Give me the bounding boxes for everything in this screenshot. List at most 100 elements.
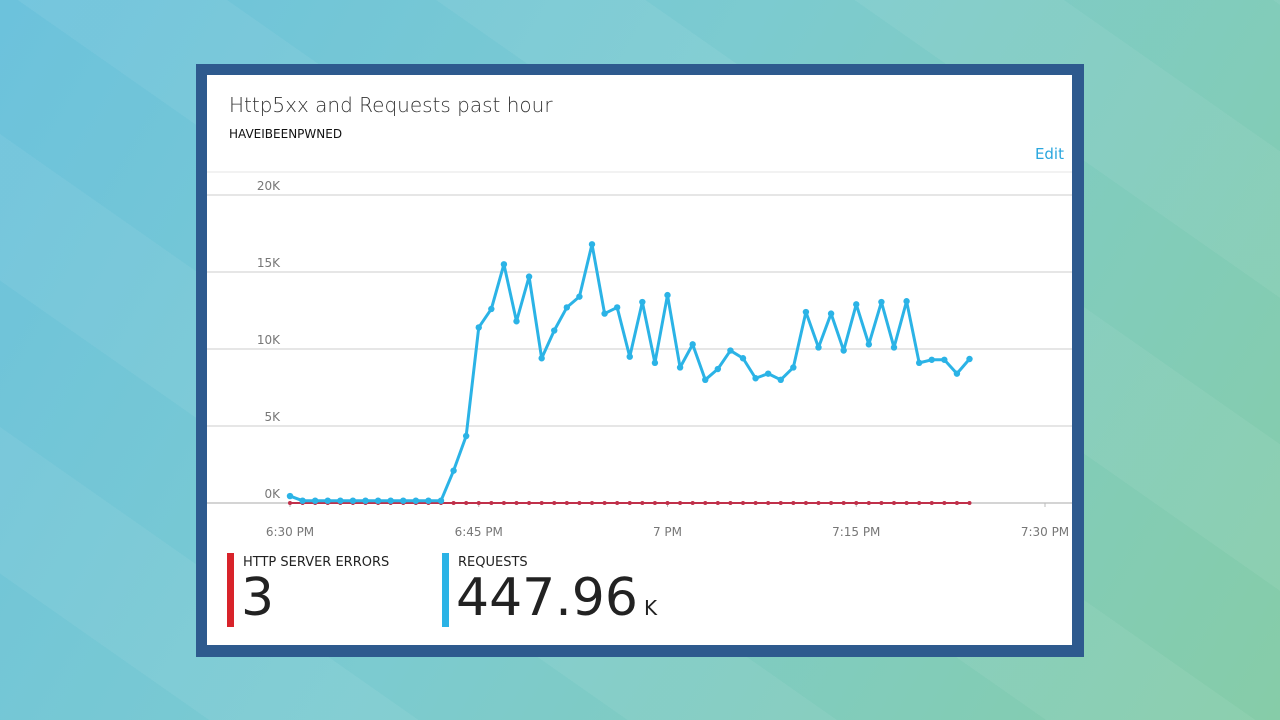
data-point-requests [513,318,520,325]
data-point-http_server_errors [967,501,972,505]
data-point-http_server_errors [829,501,834,505]
data-point-http_server_errors [615,501,620,505]
data-point-requests [488,305,495,313]
data-point-requests [400,497,407,504]
kpi-unit: K [643,596,658,620]
data-point-requests [299,497,306,504]
y-tick-label: 5K [264,410,281,424]
data-point-requests [639,298,646,306]
data-point-requests [676,364,684,371]
kpi-value: 447.96 K [456,568,658,628]
tile-title: Http5xx and Requests past hour [229,93,553,117]
kpi-value: 3 [241,568,275,628]
data-point-http_server_errors [527,501,532,505]
y-tick-label: 0K [264,487,281,501]
data-point-http_server_errors [577,501,582,505]
data-point-requests [890,344,898,351]
data-point-requests [802,308,810,316]
data-point-requests [563,304,571,311]
data-point-http_server_errors [728,501,733,505]
data-point-http_server_errors [590,501,594,505]
data-point-requests [764,370,772,377]
data-point-http_server_errors [288,501,292,505]
data-point-requests [588,241,596,248]
data-point-http_server_errors [929,501,934,505]
data-point-requests [387,497,394,504]
data-point-requests [727,347,734,354]
data-point-requests [437,497,445,504]
data-point-http_server_errors [514,501,519,505]
data-point-http_server_errors [778,501,783,505]
data-point-requests [739,355,747,362]
kpi-requests[interactable]: REQUESTS 447.96 K [442,553,742,629]
x-tick-label: 7:30 PM [1021,525,1069,539]
data-point-http_server_errors [690,501,695,505]
data-point-http_server_errors [501,501,506,505]
data-point-http_server_errors [866,501,871,505]
data-point-requests [324,497,331,504]
y-tick-label: 15K [257,256,281,270]
edit-link[interactable]: Edit [1034,145,1064,163]
data-point-http_server_errors [678,501,683,505]
tile-subtitle: HAVEIBEENPWNED [229,127,343,141]
data-point-http_server_errors [652,501,657,505]
tile-frame: Http5xx and Requests past hour HAVEIBEEN… [196,64,1084,657]
data-point-http_server_errors [954,501,959,505]
data-point-http_server_errors [753,501,758,505]
data-point-requests [827,310,835,317]
data-point-http_server_errors [640,501,645,505]
data-point-http_server_errors [627,501,632,505]
data-point-requests [412,497,420,504]
data-point-requests [953,370,961,377]
x-tick-label: 6:45 PM [455,525,503,539]
data-point-requests [500,261,508,268]
data-point-requests [752,375,759,382]
data-point-requests [840,347,847,354]
data-point-requests [915,359,923,367]
data-point-requests [475,324,482,331]
data-point-requests [349,497,357,504]
data-point-requests [941,356,948,363]
x-tick-label: 7:15 PM [832,525,880,539]
data-point-http_server_errors [854,501,859,505]
data-point-requests [714,365,722,373]
data-point-requests [865,341,873,348]
data-point-requests [928,356,935,363]
data-point-http_server_errors [451,501,456,505]
data-point-http_server_errors [552,501,557,505]
data-point-http_server_errors [879,501,884,505]
data-point-requests [576,293,583,300]
data-point-requests [790,364,797,371]
x-tick-label: 6:30 PM [266,525,314,539]
data-point-requests [374,497,382,504]
data-point-http_server_errors [942,501,947,505]
kpi-color-bar [227,553,234,627]
data-point-http_server_errors [476,501,481,505]
data-point-requests [651,359,659,367]
data-point-requests [525,273,533,280]
data-point-requests [613,304,621,311]
data-point-requests [286,492,294,500]
data-point-requests [450,467,457,474]
data-point-requests [538,355,545,362]
data-point-http_server_errors [602,501,607,505]
chart-tile[interactable]: Http5xx and Requests past hour HAVEIBEEN… [207,75,1072,645]
data-point-http_server_errors [791,501,796,505]
data-point-requests [311,497,319,504]
data-point-requests [702,376,709,383]
data-point-requests [689,341,696,348]
kpi-http-server-errors[interactable]: HTTP SERVER ERRORS 3 [227,553,427,629]
data-point-requests [664,291,671,299]
data-point-requests [425,497,432,504]
data-point-requests [903,298,910,305]
kpi-color-bar [442,553,449,627]
data-point-http_server_errors [917,501,922,505]
data-point-requests [551,327,558,334]
kpi-label: REQUESTS [458,555,528,570]
data-point-requests [815,344,822,351]
series-line-requests [289,242,971,503]
kpi-label: HTTP SERVER ERRORS [243,555,390,570]
line-chart: 0K 5K 10K 15K 20K 6:30 PM 6:45 PM 7 PM 7:15 PM 7:… [207,171,1072,539]
data-point-requests [777,376,784,383]
data-point-http_server_errors [715,501,720,505]
